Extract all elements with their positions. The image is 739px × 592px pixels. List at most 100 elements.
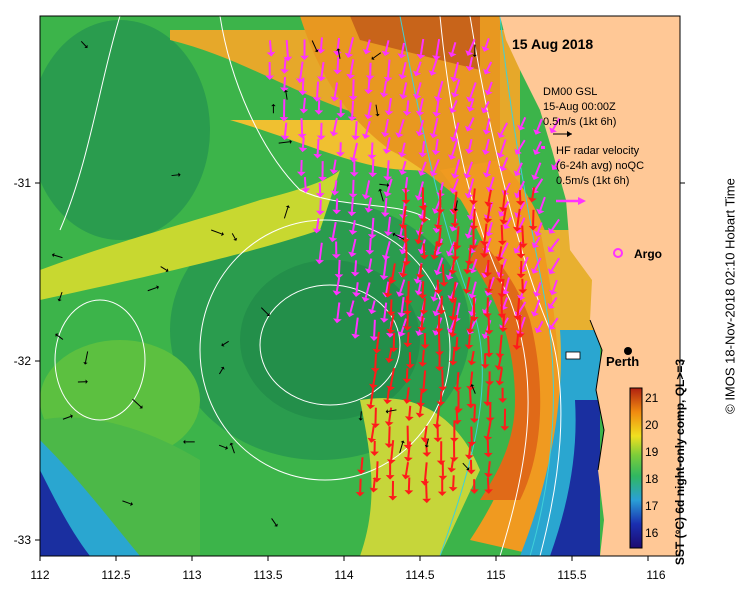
model-arrow xyxy=(486,420,492,437)
model-arrow-head xyxy=(484,489,493,494)
model-arrow-weak-head xyxy=(289,139,292,144)
hf-radar-arrow-head xyxy=(414,195,424,201)
hf-radar-arrow xyxy=(336,57,340,70)
model-arrow-head xyxy=(449,457,459,462)
model-arrow xyxy=(390,440,395,460)
model-arrow xyxy=(441,369,444,387)
hf-radar-arrow-head xyxy=(531,241,540,248)
model-arrow xyxy=(453,191,458,210)
hf-radar-arrow xyxy=(416,61,422,73)
colorbar-tick-19: 19 xyxy=(645,445,659,459)
hf-radar-arrow xyxy=(500,242,509,257)
hf-radar-arrow xyxy=(370,142,374,155)
hf-radar-arrow xyxy=(467,117,475,128)
model-arrow xyxy=(388,426,391,444)
model-arrow-head xyxy=(512,226,522,232)
model-arrow-head xyxy=(483,313,492,318)
hf-radar-arrow xyxy=(469,98,475,108)
hf-radar-arrow-head xyxy=(379,92,389,98)
hf-radar-arrow xyxy=(319,199,322,211)
y-tick-minus-31: -31 xyxy=(14,176,32,190)
model-arrow xyxy=(389,299,393,312)
hf-radar-arrow-head xyxy=(361,194,371,200)
model-arrow xyxy=(500,224,504,241)
model-arrow-weak-head xyxy=(55,333,59,337)
model-arrow xyxy=(404,462,409,476)
model-arrow-head xyxy=(495,380,505,386)
hf-radar-arrow-head xyxy=(547,268,556,275)
model-arrow-head xyxy=(515,333,525,338)
hf-radar-arrow-head xyxy=(532,148,541,155)
hf-radar-arrow xyxy=(401,142,406,154)
model-arrow-head xyxy=(466,469,476,475)
model-arrow-head xyxy=(403,310,412,316)
hf-radar-arrow-head xyxy=(464,148,474,154)
hf-radar-arrow-head xyxy=(385,332,395,338)
model-arrow xyxy=(424,479,428,499)
hf-radar-arrow xyxy=(351,238,357,253)
hf-radar-arrow xyxy=(354,317,359,335)
model-arrow-head xyxy=(433,437,443,443)
model-arrow xyxy=(375,461,379,479)
hf-radar-arrow xyxy=(502,157,509,168)
model-arrow xyxy=(452,348,456,362)
hf-radar-arrow-head xyxy=(549,127,557,134)
hf-radar-arrow xyxy=(368,258,373,270)
hf-radar-arrow-head xyxy=(418,152,428,158)
hf-radar-arrow-head xyxy=(448,51,457,58)
model-arrow-head xyxy=(402,378,412,384)
hf-radar-arrow-head xyxy=(446,327,455,334)
model-arrow xyxy=(470,426,473,442)
hf-radar-arrow xyxy=(300,118,304,135)
hf-radar-arrow xyxy=(364,282,371,299)
hf-radar-arrow xyxy=(520,116,527,127)
model-arrow xyxy=(456,226,460,246)
hf-radar-arrow-head xyxy=(364,114,373,120)
hf-radar-arrow-head xyxy=(351,135,360,141)
model-arrow xyxy=(473,404,476,419)
hf-radar-arrow xyxy=(503,297,509,307)
hf-radar-arrow-head xyxy=(365,249,375,255)
hf-radar-arrow-head xyxy=(431,149,441,155)
hf-radar-arrow xyxy=(554,158,561,167)
hf-radar-arrow-head xyxy=(347,211,357,217)
model-arrow-head xyxy=(417,326,427,332)
model-arrow-head xyxy=(422,452,432,457)
hf-radar-arrow-head xyxy=(329,131,339,137)
hf-radar-arrow-head xyxy=(449,187,458,194)
hf-radar-arrow xyxy=(332,159,337,171)
model-arrow xyxy=(515,334,520,346)
legend-model-time: 15-Aug 00:00Z xyxy=(543,101,616,113)
hf-radar-arrow xyxy=(383,80,388,94)
model-arrow xyxy=(417,224,423,241)
hf-radar-arrow-head xyxy=(316,48,326,54)
model-arrow-head xyxy=(448,269,458,275)
hf-radar-arrow-head xyxy=(445,274,454,281)
hf-radar-arrow xyxy=(467,222,474,235)
model-arrow-head xyxy=(419,309,429,315)
hf-radar-arrow-head xyxy=(414,290,424,296)
hf-radar-arrow xyxy=(400,42,406,55)
model-arrow-weak-head xyxy=(83,362,88,365)
model-arrow xyxy=(486,385,490,402)
hf-radar-arrow-head xyxy=(318,176,327,182)
x-tick-114-5: 114.5 xyxy=(405,568,434,582)
hf-radar-arrow xyxy=(316,138,320,155)
colorbar-tick-17: 17 xyxy=(645,499,659,513)
model-arrow-weak-head xyxy=(386,182,390,188)
hf-radar-arrow xyxy=(384,40,390,52)
hf-radar-arrow-head xyxy=(464,233,474,239)
hf-radar-arrow xyxy=(331,221,337,238)
model-arrow xyxy=(470,350,475,362)
model-arrow-head xyxy=(448,486,458,492)
colorbar xyxy=(629,387,643,549)
model-arrow-head xyxy=(452,346,461,352)
model-arrow-weak-head xyxy=(285,205,290,209)
hf-radar-arrow-head xyxy=(514,148,522,155)
hf-radar-arrow xyxy=(320,62,325,78)
hf-radar-arrow-head xyxy=(299,108,309,114)
model-arrow-head xyxy=(498,327,508,333)
hf-radar-arrow-head xyxy=(333,318,342,324)
legend-model-name: DM00 GSL xyxy=(543,86,597,98)
hf-radar-arrow-head xyxy=(313,153,323,159)
